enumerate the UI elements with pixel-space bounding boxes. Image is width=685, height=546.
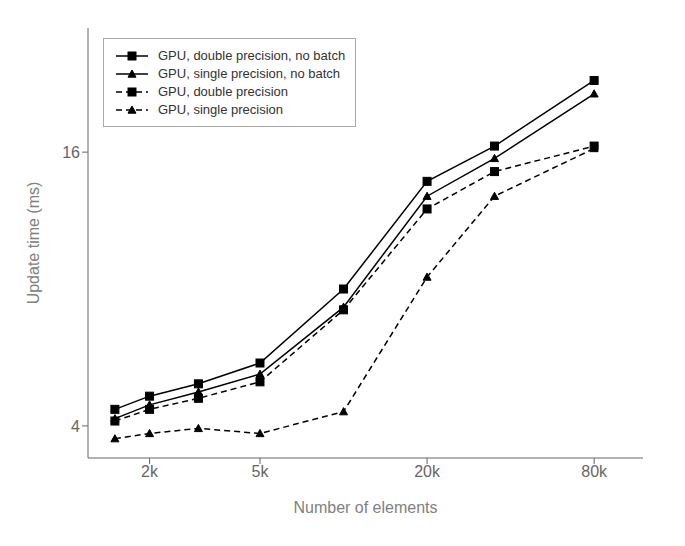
svg-text:16: 16	[62, 144, 80, 161]
html-text:GPU, single precision: GPU, single precision	[158, 102, 283, 117]
svg-text:2k: 2k	[141, 463, 159, 480]
svg-text:4: 4	[71, 418, 80, 435]
svg-text:20k: 20k	[414, 463, 441, 480]
html-text:GPU, double precision: GPU, double precision	[158, 84, 289, 99]
html-text:GPU, single precision, no batc: GPU, single precision, no batch	[158, 66, 341, 81]
html-text:GPU, double precision, no batc: GPU, double precision, no batch	[158, 48, 346, 63]
svg-text:5k: 5k	[252, 463, 270, 480]
svg-text:Number of elements: Number of elements	[293, 499, 437, 516]
svg-text:80k: 80k	[581, 463, 608, 480]
svg-text:Update time (ms): Update time (ms)	[25, 182, 42, 305]
